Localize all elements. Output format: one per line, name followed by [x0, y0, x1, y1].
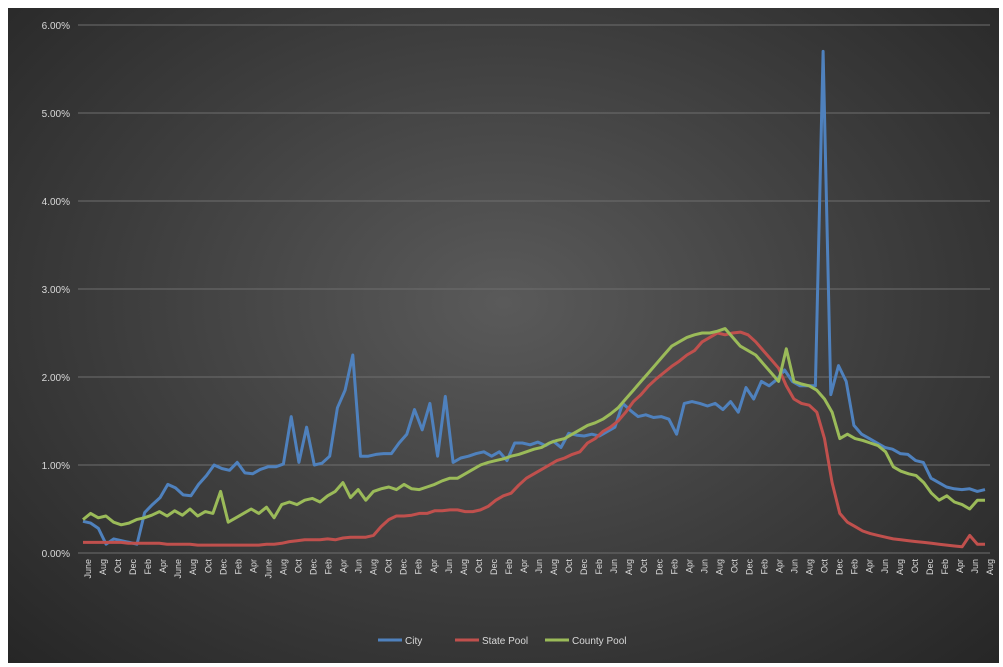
x-axis-ticks: June Aug Oct Dec Feb Apr June Aug Oct Dec Feb Apr Ju… [83, 559, 995, 579]
x-tick-label: Feb [669, 559, 679, 575]
y-axis-ticks: 0.00% 1.00% 2.00% 3.00% 4.00% 5.00% 6.00% [42, 21, 70, 560]
y-tick-label: 1.00% [42, 461, 70, 472]
x-tick-label: Apr [865, 559, 875, 573]
x-tick-label: Apr [248, 559, 258, 573]
x-tick-label: Oct [729, 559, 739, 574]
series-line-county-pool [82, 327, 985, 527]
legend-label: City [405, 636, 422, 647]
x-tick-label: Oct [564, 559, 574, 574]
x-tick-label: Feb [324, 559, 334, 575]
x-tick-label: Feb [504, 559, 514, 575]
x-tick-label: Aug [369, 559, 379, 575]
series-lines [82, 49, 986, 549]
x-tick-label: Jun [970, 559, 980, 574]
x-tick-label: Aug [549, 559, 559, 575]
x-tick-label: June [173, 559, 183, 579]
x-tick-label: Dec [925, 559, 935, 576]
x-tick-label: Jun [609, 559, 619, 574]
x-tick-label: Jun [699, 559, 709, 574]
x-tick-label: Dec [579, 559, 589, 576]
x-tick-label: Aug [624, 559, 634, 575]
x-tick-label: Apr [955, 559, 965, 573]
x-tick-label: Jun [880, 559, 890, 574]
x-tick-label: Dec [744, 559, 754, 576]
x-tick-label: Feb [760, 559, 770, 575]
y-tick-label: 6.00% [42, 21, 70, 32]
x-tick-label: Feb [143, 559, 153, 575]
x-tick-label: Dec [654, 559, 664, 576]
x-tick-label: Oct [203, 559, 213, 574]
x-tick-label: Aug [985, 559, 995, 575]
x-tick-label: Aug [805, 559, 815, 575]
chart-area [8, 8, 999, 663]
x-tick-label: Jun [534, 559, 544, 574]
x-tick-label: Feb [414, 559, 424, 575]
x-tick-label: Apr [339, 559, 349, 573]
x-tick-label: Apr [429, 559, 439, 573]
x-tick-label: Apr [684, 559, 694, 573]
legend-label: County Pool [572, 636, 626, 647]
y-tick-label: 0.00% [42, 549, 70, 560]
series-line-state-pool [83, 330, 985, 549]
x-tick-label: Dec [835, 559, 845, 576]
x-tick-label: Oct [820, 559, 830, 574]
y-tick-label: 2.00% [42, 373, 70, 384]
x-tick-label: Oct [474, 559, 484, 574]
x-tick-label: Dec [309, 559, 319, 576]
y-tick-label: 5.00% [42, 109, 70, 120]
x-tick-label: June [83, 559, 93, 579]
x-tick-label: Feb [233, 559, 243, 575]
x-tick-label: Oct [910, 559, 920, 574]
legend-label: State Pool [482, 636, 528, 647]
x-tick-label: Feb [594, 559, 604, 575]
x-tick-label: Oct [293, 559, 303, 574]
gridlines [78, 24, 990, 554]
x-tick-label: Oct [384, 559, 394, 574]
y-tick-label: 3.00% [42, 285, 70, 296]
x-tick-label: Apr [158, 559, 168, 573]
legend: City State Pool County Pool [378, 636, 626, 647]
x-tick-label: Aug [188, 559, 198, 575]
x-tick-label: Feb [940, 559, 950, 575]
x-tick-label: Oct [639, 559, 649, 574]
x-tick-label: Aug [98, 559, 108, 575]
x-tick-label: Jun [354, 559, 364, 574]
x-tick-label: Aug [459, 559, 469, 575]
x-tick-label: Aug [895, 559, 905, 575]
y-tick-label: 4.00% [42, 197, 70, 208]
x-tick-label: Dec [218, 559, 228, 576]
x-tick-label: Aug [278, 559, 288, 575]
x-tick-label: Feb [850, 559, 860, 575]
x-tick-label: Aug [714, 559, 724, 575]
x-tick-label: June [263, 559, 273, 579]
x-tick-label: Dec [489, 559, 499, 576]
x-tick-label: Apr [519, 559, 529, 573]
x-tick-label: Oct [113, 559, 123, 574]
x-tick-label: Jun [444, 559, 454, 574]
x-tick-label: Dec [128, 559, 138, 576]
x-tick-label: Jun [790, 559, 800, 574]
series-line-city [82, 49, 986, 546]
x-tick-label: Apr [775, 559, 785, 573]
x-tick-label: Dec [399, 559, 409, 576]
